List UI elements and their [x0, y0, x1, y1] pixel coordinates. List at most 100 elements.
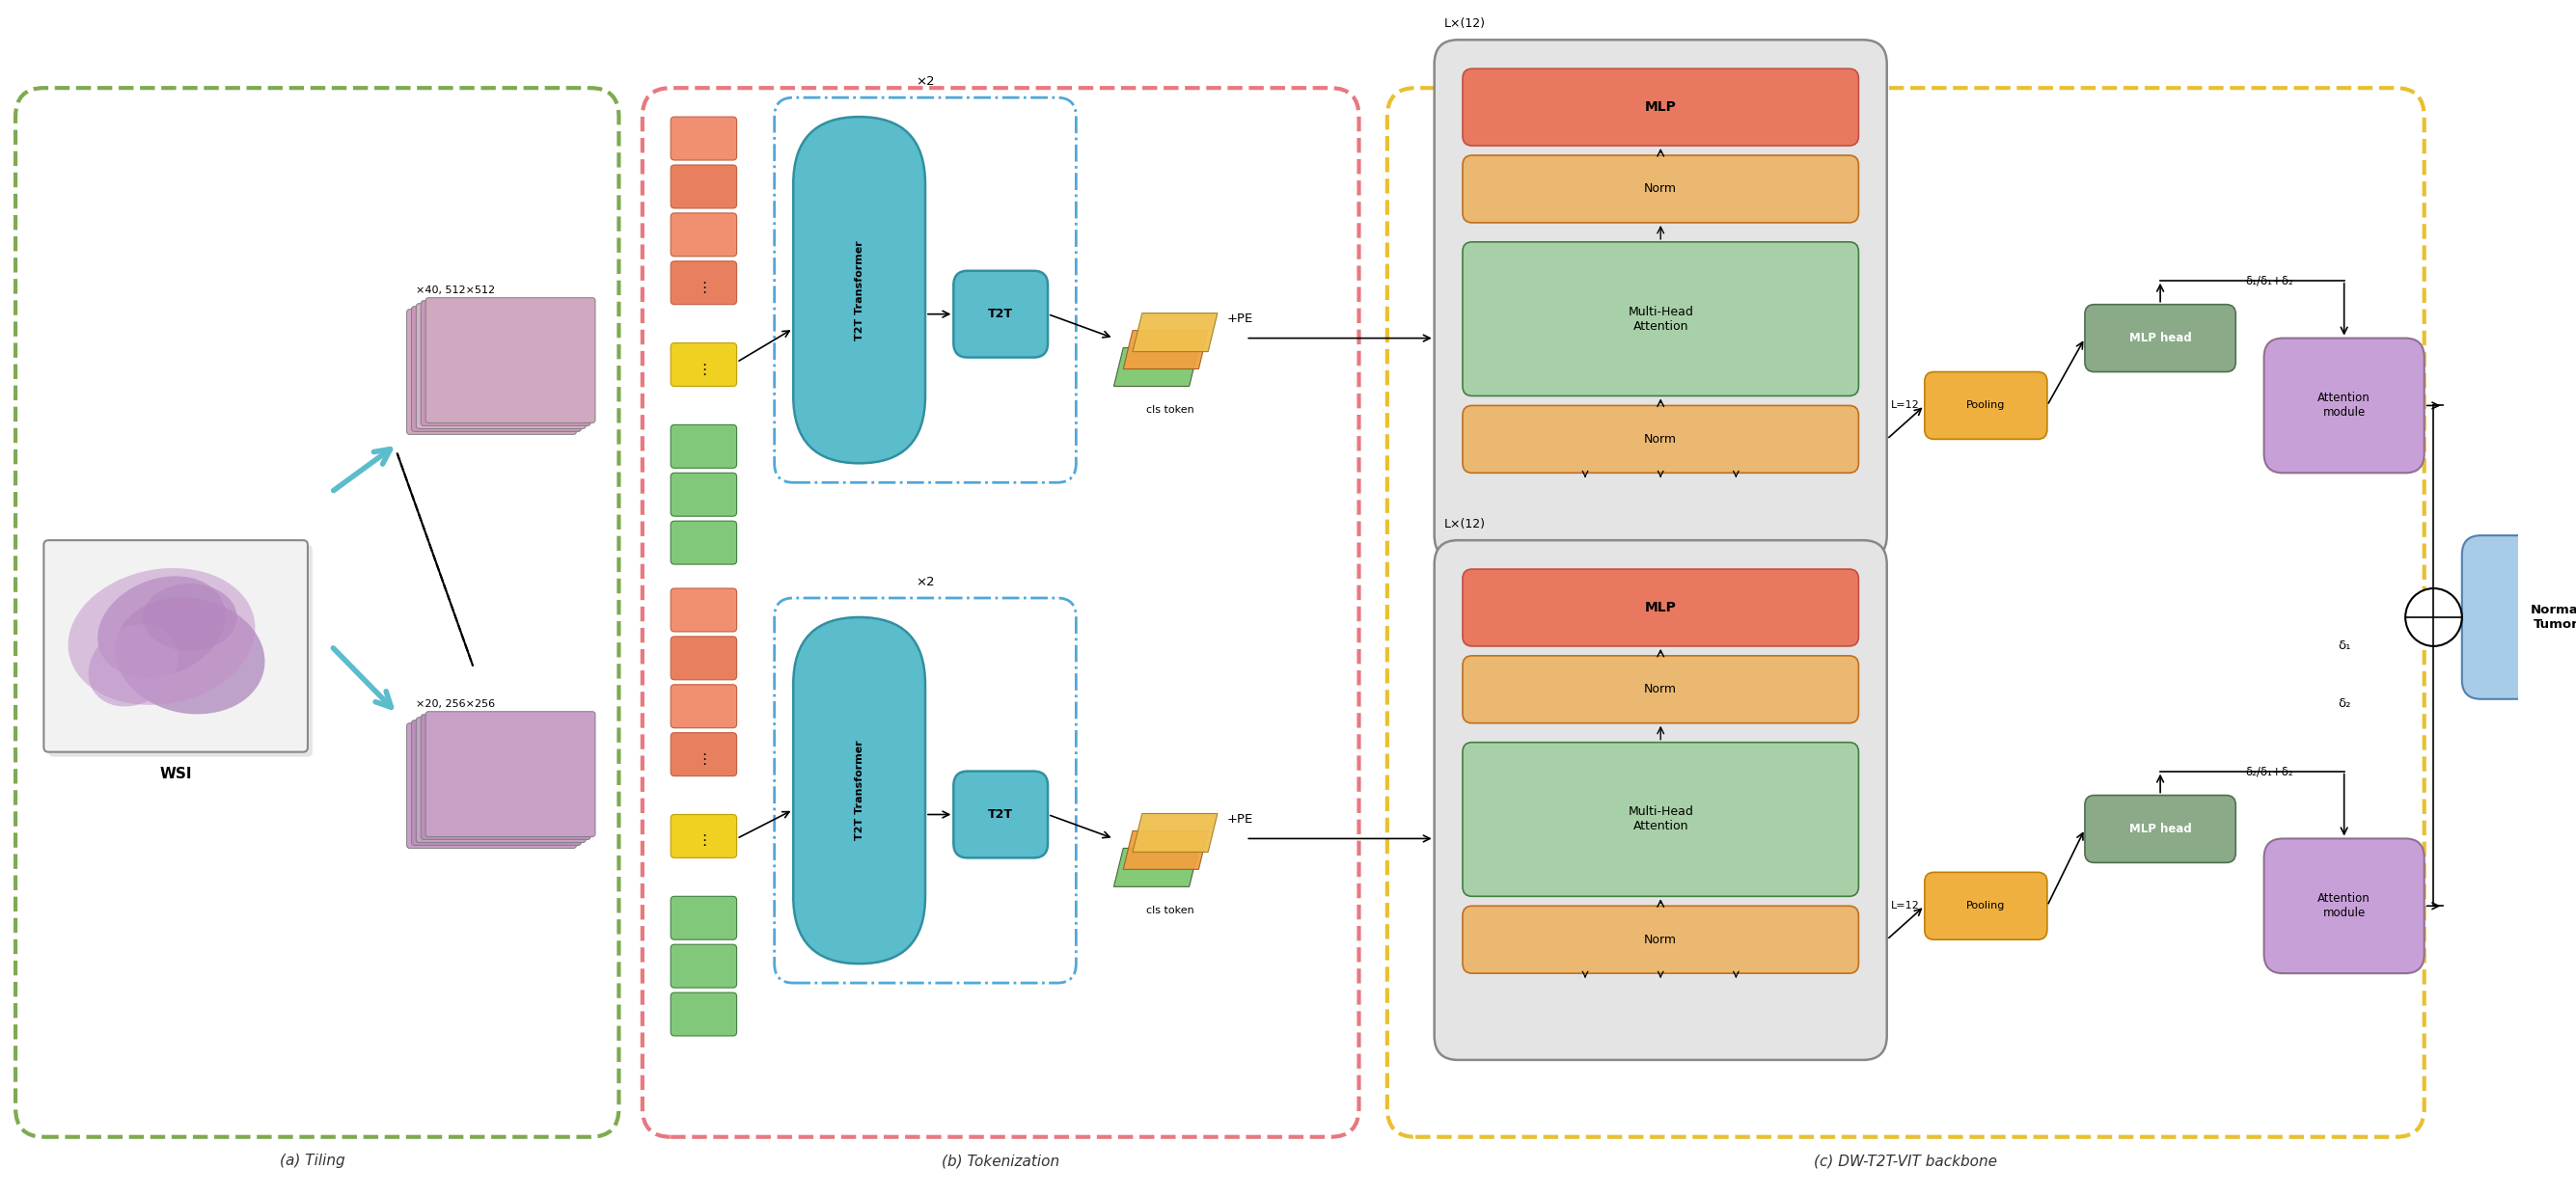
Text: δ₁/δ₁+δ₂: δ₁/δ₁+δ₂	[2246, 274, 2293, 287]
FancyBboxPatch shape	[44, 541, 307, 752]
Polygon shape	[1113, 848, 1198, 886]
Text: (a) Tiling: (a) Tiling	[281, 1154, 345, 1168]
FancyBboxPatch shape	[417, 304, 585, 428]
Text: T2T: T2T	[989, 307, 1012, 321]
Polygon shape	[1123, 831, 1208, 869]
Text: δ₁: δ₁	[2336, 640, 2349, 652]
Text: MLP: MLP	[1643, 100, 1677, 114]
Ellipse shape	[88, 624, 178, 707]
Text: Multi-Head
Attention: Multi-Head Attention	[1628, 305, 1692, 332]
Text: +PE: +PE	[1226, 813, 1255, 825]
Text: L=12: L=12	[1891, 901, 1919, 911]
Text: Pooling: Pooling	[1965, 901, 2004, 911]
Text: WSI: WSI	[160, 767, 191, 781]
Ellipse shape	[116, 597, 265, 714]
FancyBboxPatch shape	[420, 300, 590, 426]
FancyBboxPatch shape	[1463, 743, 1860, 896]
Text: L×(12): L×(12)	[1443, 518, 1486, 531]
FancyBboxPatch shape	[412, 306, 582, 432]
FancyBboxPatch shape	[670, 684, 737, 728]
FancyBboxPatch shape	[407, 724, 577, 848]
Polygon shape	[1133, 813, 1218, 852]
FancyBboxPatch shape	[2264, 338, 2424, 472]
Polygon shape	[1113, 348, 1198, 386]
Text: Norm: Norm	[1643, 183, 1677, 195]
FancyBboxPatch shape	[420, 714, 590, 840]
Text: cls token: cls token	[1146, 905, 1195, 916]
Text: δ₂/δ₁+δ₂: δ₂/δ₁+δ₂	[2246, 765, 2293, 777]
FancyBboxPatch shape	[425, 298, 595, 423]
Text: +PE: +PE	[1226, 312, 1255, 325]
Text: Norm: Norm	[1643, 683, 1677, 696]
FancyBboxPatch shape	[670, 165, 737, 208]
Ellipse shape	[98, 576, 227, 678]
FancyBboxPatch shape	[670, 588, 737, 631]
FancyBboxPatch shape	[1463, 68, 1860, 146]
FancyBboxPatch shape	[670, 945, 737, 988]
Text: ⋮: ⋮	[696, 280, 711, 295]
FancyBboxPatch shape	[1435, 39, 1886, 560]
FancyBboxPatch shape	[670, 343, 737, 386]
FancyBboxPatch shape	[670, 521, 737, 565]
Ellipse shape	[67, 568, 255, 704]
Text: Attention
module: Attention module	[2318, 892, 2370, 920]
FancyBboxPatch shape	[2084, 305, 2236, 372]
FancyBboxPatch shape	[49, 545, 312, 757]
Text: MLP head: MLP head	[2128, 823, 2192, 835]
FancyBboxPatch shape	[670, 636, 737, 679]
FancyBboxPatch shape	[417, 718, 585, 842]
Text: ×2: ×2	[917, 575, 935, 588]
FancyBboxPatch shape	[670, 261, 737, 305]
FancyBboxPatch shape	[2084, 795, 2236, 862]
Text: ⋮: ⋮	[696, 752, 711, 767]
FancyBboxPatch shape	[2264, 838, 2424, 974]
FancyBboxPatch shape	[953, 270, 1048, 358]
Text: T2T Transformer: T2T Transformer	[855, 740, 863, 841]
Text: ×2: ×2	[917, 75, 935, 89]
Text: Attention
module: Attention module	[2318, 392, 2370, 419]
Text: T2T Transformer: T2T Transformer	[855, 240, 863, 340]
FancyBboxPatch shape	[1924, 872, 2048, 940]
Text: (b) Tokenization: (b) Tokenization	[943, 1154, 1059, 1168]
FancyBboxPatch shape	[670, 472, 737, 517]
FancyBboxPatch shape	[412, 720, 582, 846]
FancyBboxPatch shape	[670, 213, 737, 256]
FancyBboxPatch shape	[1463, 242, 1860, 396]
Text: MLP head: MLP head	[2128, 332, 2192, 344]
FancyBboxPatch shape	[793, 117, 925, 463]
Circle shape	[2406, 588, 2463, 646]
FancyBboxPatch shape	[670, 814, 737, 858]
Text: MLP: MLP	[1643, 600, 1677, 615]
Text: ×40, 512×512: ×40, 512×512	[417, 285, 495, 295]
FancyBboxPatch shape	[1463, 655, 1860, 724]
Text: Normal
Tumor: Normal Tumor	[2530, 604, 2576, 630]
Text: L=12: L=12	[1891, 401, 1919, 410]
Text: δ₂: δ₂	[2336, 697, 2352, 710]
Polygon shape	[1123, 330, 1208, 368]
Text: ×20, 256×256: ×20, 256×256	[417, 698, 495, 709]
FancyBboxPatch shape	[1463, 405, 1860, 472]
FancyBboxPatch shape	[1463, 155, 1860, 222]
FancyBboxPatch shape	[670, 117, 737, 160]
FancyBboxPatch shape	[1924, 372, 2048, 439]
FancyBboxPatch shape	[670, 733, 737, 776]
FancyBboxPatch shape	[670, 896, 737, 940]
Text: ⋮: ⋮	[696, 834, 711, 848]
Text: cls token: cls token	[1146, 405, 1195, 415]
Text: Norm: Norm	[1643, 433, 1677, 445]
FancyBboxPatch shape	[1463, 569, 1860, 646]
Text: Norm: Norm	[1643, 933, 1677, 946]
Text: Multi-Head
Attention: Multi-Head Attention	[1628, 806, 1692, 832]
FancyBboxPatch shape	[425, 712, 595, 837]
FancyBboxPatch shape	[1463, 905, 1860, 974]
FancyBboxPatch shape	[670, 993, 737, 1036]
FancyBboxPatch shape	[1435, 541, 1886, 1060]
Ellipse shape	[142, 584, 237, 651]
FancyBboxPatch shape	[2463, 536, 2576, 698]
Text: L×(12): L×(12)	[1443, 18, 1486, 30]
Text: (c) DW-T2T-VIT backbone: (c) DW-T2T-VIT backbone	[1814, 1154, 1996, 1168]
Text: Pooling: Pooling	[1965, 401, 2004, 410]
Polygon shape	[1133, 313, 1218, 352]
FancyBboxPatch shape	[953, 771, 1048, 858]
Text: T2T: T2T	[989, 808, 1012, 820]
